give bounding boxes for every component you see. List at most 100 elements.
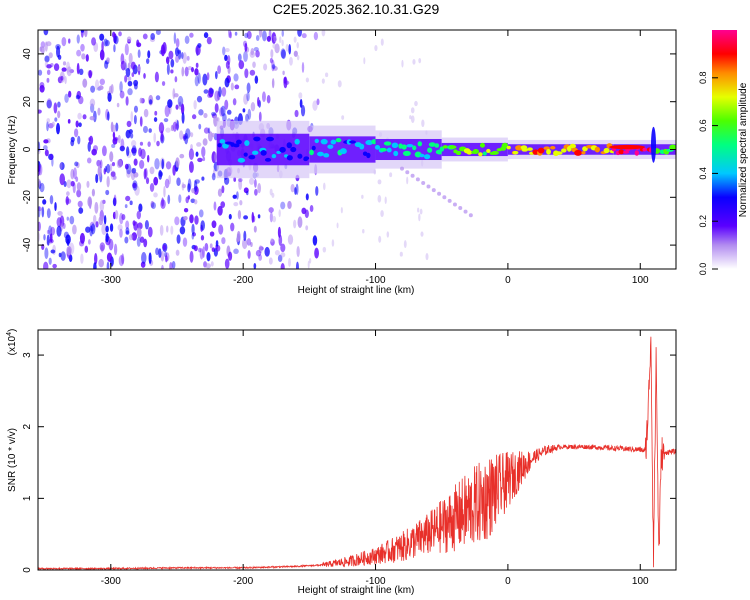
spectrogram-noise-cell	[188, 161, 194, 173]
spectrogram-noise-cell	[199, 248, 204, 260]
signal-band-cell	[383, 141, 392, 146]
spectrogram-noise-cell	[406, 176, 409, 185]
spectrogram-noise-cell	[91, 148, 97, 156]
spectrogram-noise-cell	[179, 153, 185, 159]
spectrogram-noise-cell	[103, 38, 108, 47]
spectrogram-noise-cell	[147, 226, 153, 238]
spectrogram-noise-cell	[184, 132, 189, 145]
spectrogram-noise-cell	[253, 225, 257, 233]
signal-band-cell	[260, 150, 267, 156]
signal-trail-cell	[458, 206, 463, 211]
signal-band-cell	[237, 157, 246, 163]
spectrogram-noise-cell	[198, 109, 204, 116]
spectrogram-noise-cell	[78, 122, 82, 128]
spectrogram-noise-cell	[125, 96, 129, 106]
spectrogram-noise-cell	[189, 32, 194, 38]
spectrogram-x-tick-label: -100	[366, 275, 386, 286]
spectrogram-noise-cell	[378, 235, 382, 243]
colorbar: 0.0 0.2 0.4 0.6 0.8 Normalized spectral ampl…	[698, 30, 749, 275]
signal-band-cell	[317, 151, 324, 157]
spectrogram-noise-cell	[305, 77, 309, 83]
spectrogram-noise-cell	[149, 183, 155, 192]
signal-band-cell	[266, 136, 274, 142]
spectrogram-noise-cell	[99, 200, 105, 212]
signal-band-cell	[423, 154, 431, 160]
spectrogram-noise-cell	[154, 71, 159, 83]
spectrogram-noise-cell	[66, 191, 70, 197]
spectrogram-noise-cell	[120, 138, 125, 151]
spectrogram-x-tick-label: -300	[101, 275, 121, 286]
spectrogram-noise-cell	[57, 101, 61, 108]
spectrogram-noise-cell	[297, 30, 302, 37]
spectrogram-noise-cell	[86, 180, 90, 188]
spectrogram-noise-cell	[167, 99, 173, 108]
spectrogram-noise-cell	[280, 201, 286, 210]
spectrogram-noise-cell	[85, 226, 91, 233]
spectrogram-noise-cell	[55, 44, 61, 50]
spectrogram-noise-cell	[76, 34, 80, 44]
spectrogram-noise-cell	[106, 57, 110, 63]
signal-band-cell	[339, 148, 347, 155]
signal-band-cell	[365, 140, 374, 146]
spectrogram-noise-cell	[84, 30, 88, 38]
spectrogram-noise-cell	[124, 43, 129, 56]
spectrogram-noise-cell	[158, 122, 165, 134]
spectrogram-noise-cell	[170, 225, 174, 235]
spectrogram-noise-cell	[165, 127, 171, 133]
spectrogram-noise-cell	[250, 102, 256, 112]
spectrogram-noise-cell	[125, 67, 131, 78]
spectrogram-noise-cell	[106, 176, 110, 188]
snr-x-tick-label: 100	[632, 576, 649, 587]
spectrogram-noise-cell	[78, 207, 84, 214]
spectrogram-noise-cell	[191, 232, 195, 240]
signal-band-cell	[402, 150, 411, 157]
spectrogram-noise-cell	[103, 214, 107, 225]
spectrogram-y-tick-label: -40	[22, 237, 33, 252]
spectrogram-noise-cell	[43, 234, 46, 241]
spectrogram-noise-cell	[304, 209, 309, 219]
spectrogram-noise-cell	[101, 41, 104, 52]
spectrogram-noise-cell	[184, 66, 189, 77]
spectrogram-noise-cell	[236, 237, 239, 243]
signal-band-cell	[642, 147, 647, 152]
spectrogram-noise-cell	[165, 252, 170, 262]
spectrogram-noise-cell	[293, 50, 298, 57]
spectrogram-noise-cell	[94, 201, 99, 214]
spectrogram-noise-cell	[177, 49, 181, 54]
spectrogram-noise-cell	[130, 111, 134, 123]
spectrogram-noise-cell	[246, 238, 252, 246]
spectrogram-y-tick-label: -20	[22, 190, 33, 205]
spectrogram-noise-cell	[203, 127, 210, 134]
spectrogram-noise-cell	[283, 76, 287, 84]
signal-band-cell	[603, 147, 610, 154]
spectrogram-noise-cell	[198, 209, 204, 218]
spectrogram-noise-cell	[203, 32, 209, 39]
signal-trail-cell	[400, 166, 405, 171]
spectrogram-noise-cell	[139, 159, 145, 169]
spectrogram-noise-cell	[166, 63, 170, 75]
spectrogram-noise-cell	[331, 239, 335, 247]
spectrogram-noise-cell	[244, 32, 249, 39]
spectrogram-noise-cell	[180, 52, 184, 60]
spectrogram-noise-cell	[193, 245, 198, 252]
spectrogram-noise-cell	[377, 179, 382, 185]
spectrogram-y-tick-label: 0	[22, 146, 33, 152]
spectrogram-noise-cell	[281, 30, 285, 37]
snr-x-tick-label: 0	[505, 576, 511, 587]
spectrogram-noise-cell	[42, 145, 48, 151]
spectrogram-noise-cell	[134, 185, 140, 196]
spectrogram-noise-cell	[159, 224, 164, 236]
spectrogram-noise-cell	[198, 247, 202, 253]
spectrogram-noise-cell	[68, 90, 72, 98]
spectrogram-noise-cell	[145, 177, 150, 185]
spectrogram-noise-cell	[205, 263, 211, 269]
spectrogram-noise-cell	[164, 255, 168, 263]
spectrogram-noise-cell	[59, 162, 63, 170]
signal-band-cell	[428, 142, 436, 147]
spectrogram-noise-cell	[139, 141, 144, 146]
signal-band-cell	[527, 147, 533, 151]
spectrogram-noise-cell	[117, 134, 121, 144]
spectrogram-noise-cell	[113, 35, 119, 45]
spectrogram-noise-cell	[195, 62, 199, 68]
